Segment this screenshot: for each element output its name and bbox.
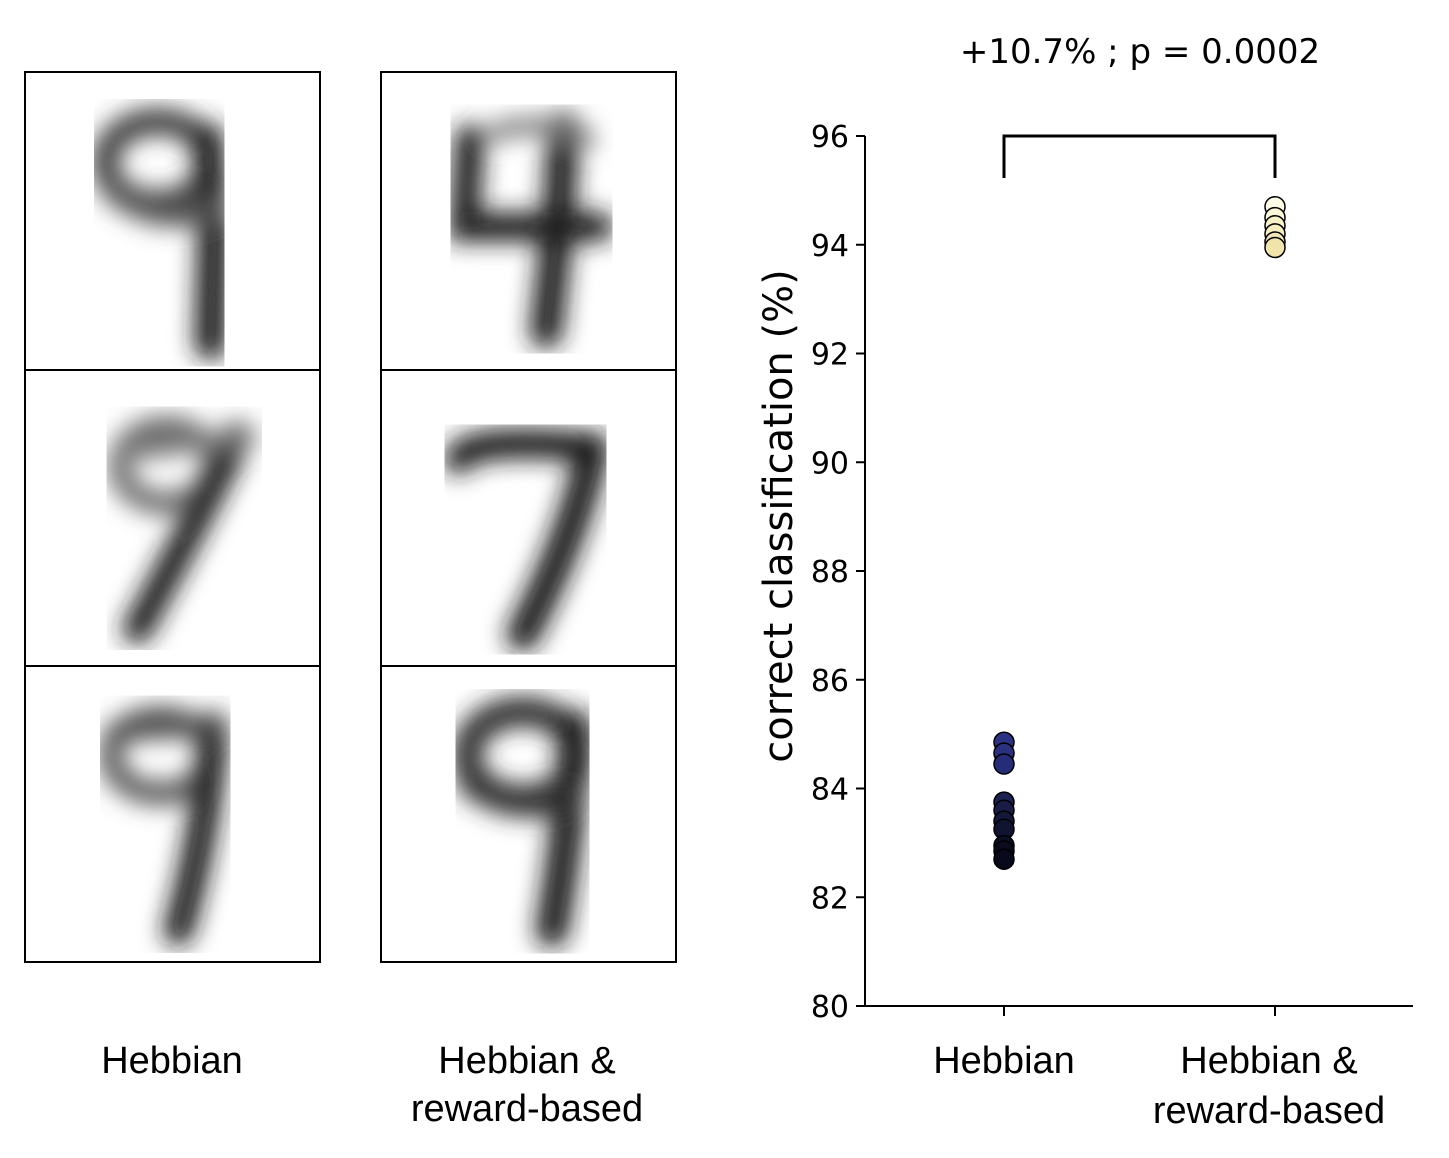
reward-panel-label-line2: reward-based <box>410 1088 644 1130</box>
y-tick-label: 92 <box>811 338 849 373</box>
data-point <box>993 848 1015 870</box>
x-tick-label: Hebbian & <box>1180 1040 1357 1082</box>
digit-image-reward-3 <box>382 664 675 961</box>
digit-nine-blurred <box>108 415 258 644</box>
y-axis-label: correct classification (%) <box>756 269 802 762</box>
y-tick-label: 88 <box>811 555 849 590</box>
reward-digit-panel <box>380 71 677 963</box>
y-tick-label: 82 <box>811 881 849 916</box>
hebbian-panel-label: Hebbian <box>101 1040 243 1082</box>
data-point <box>993 753 1015 775</box>
y-tick-label: 80 <box>811 990 849 1025</box>
data-point <box>1264 236 1286 259</box>
y-tick-label: 86 <box>811 664 849 699</box>
data-points <box>993 195 1286 870</box>
hebbian-digit-panel <box>24 71 321 963</box>
reward-panel-label-line1: Hebbian & <box>438 1040 616 1082</box>
digit-nine-blurred <box>99 705 229 946</box>
x-ticks: Hebbian Hebbian & reward-based <box>933 1006 1385 1132</box>
digit-four-blurred <box>448 111 614 349</box>
digit-image-hebbian-3 <box>26 664 319 961</box>
digit-image-hebbian-2 <box>26 368 319 665</box>
x-tick-label: Hebbian <box>933 1040 1075 1082</box>
digit-nine-blurred <box>452 696 593 948</box>
y-tick-label: 84 <box>811 773 849 808</box>
y-tick-label: 96 <box>811 120 849 155</box>
significance-annotation: +10.7% ; p = 0.0002 <box>960 32 1320 72</box>
digit-image-reward-1 <box>382 73 675 369</box>
y-ticks: 80 82 84 86 88 90 92 94 96 <box>811 120 865 1025</box>
x-tick-label: reward-based <box>1153 1090 1385 1132</box>
digit-nine-blurred <box>91 108 230 361</box>
digit-image-reward-2 <box>382 368 675 665</box>
y-tick-label: 94 <box>811 229 849 264</box>
digit-seven-blurred <box>443 429 610 652</box>
significance-bracket <box>1002 134 1277 178</box>
digit-image-hebbian-1 <box>26 73 319 369</box>
y-tick-label: 90 <box>811 446 849 481</box>
